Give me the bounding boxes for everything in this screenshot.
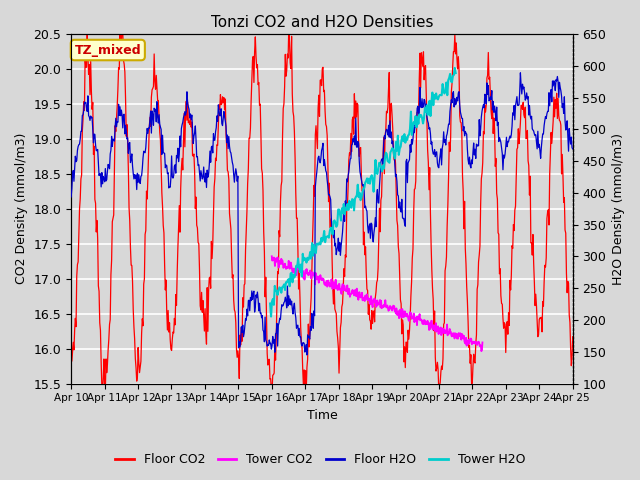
Y-axis label: H2O Density (mmol/m3): H2O Density (mmol/m3)	[612, 133, 625, 285]
Y-axis label: CO2 Density (mmol/m3): CO2 Density (mmol/m3)	[15, 133, 28, 285]
Text: TZ_mixed: TZ_mixed	[74, 44, 141, 57]
X-axis label: Time: Time	[307, 409, 337, 422]
Title: Tonzi CO2 and H2O Densities: Tonzi CO2 and H2O Densities	[211, 15, 433, 30]
Legend: Floor CO2, Tower CO2, Floor H2O, Tower H2O: Floor CO2, Tower CO2, Floor H2O, Tower H…	[109, 448, 531, 471]
